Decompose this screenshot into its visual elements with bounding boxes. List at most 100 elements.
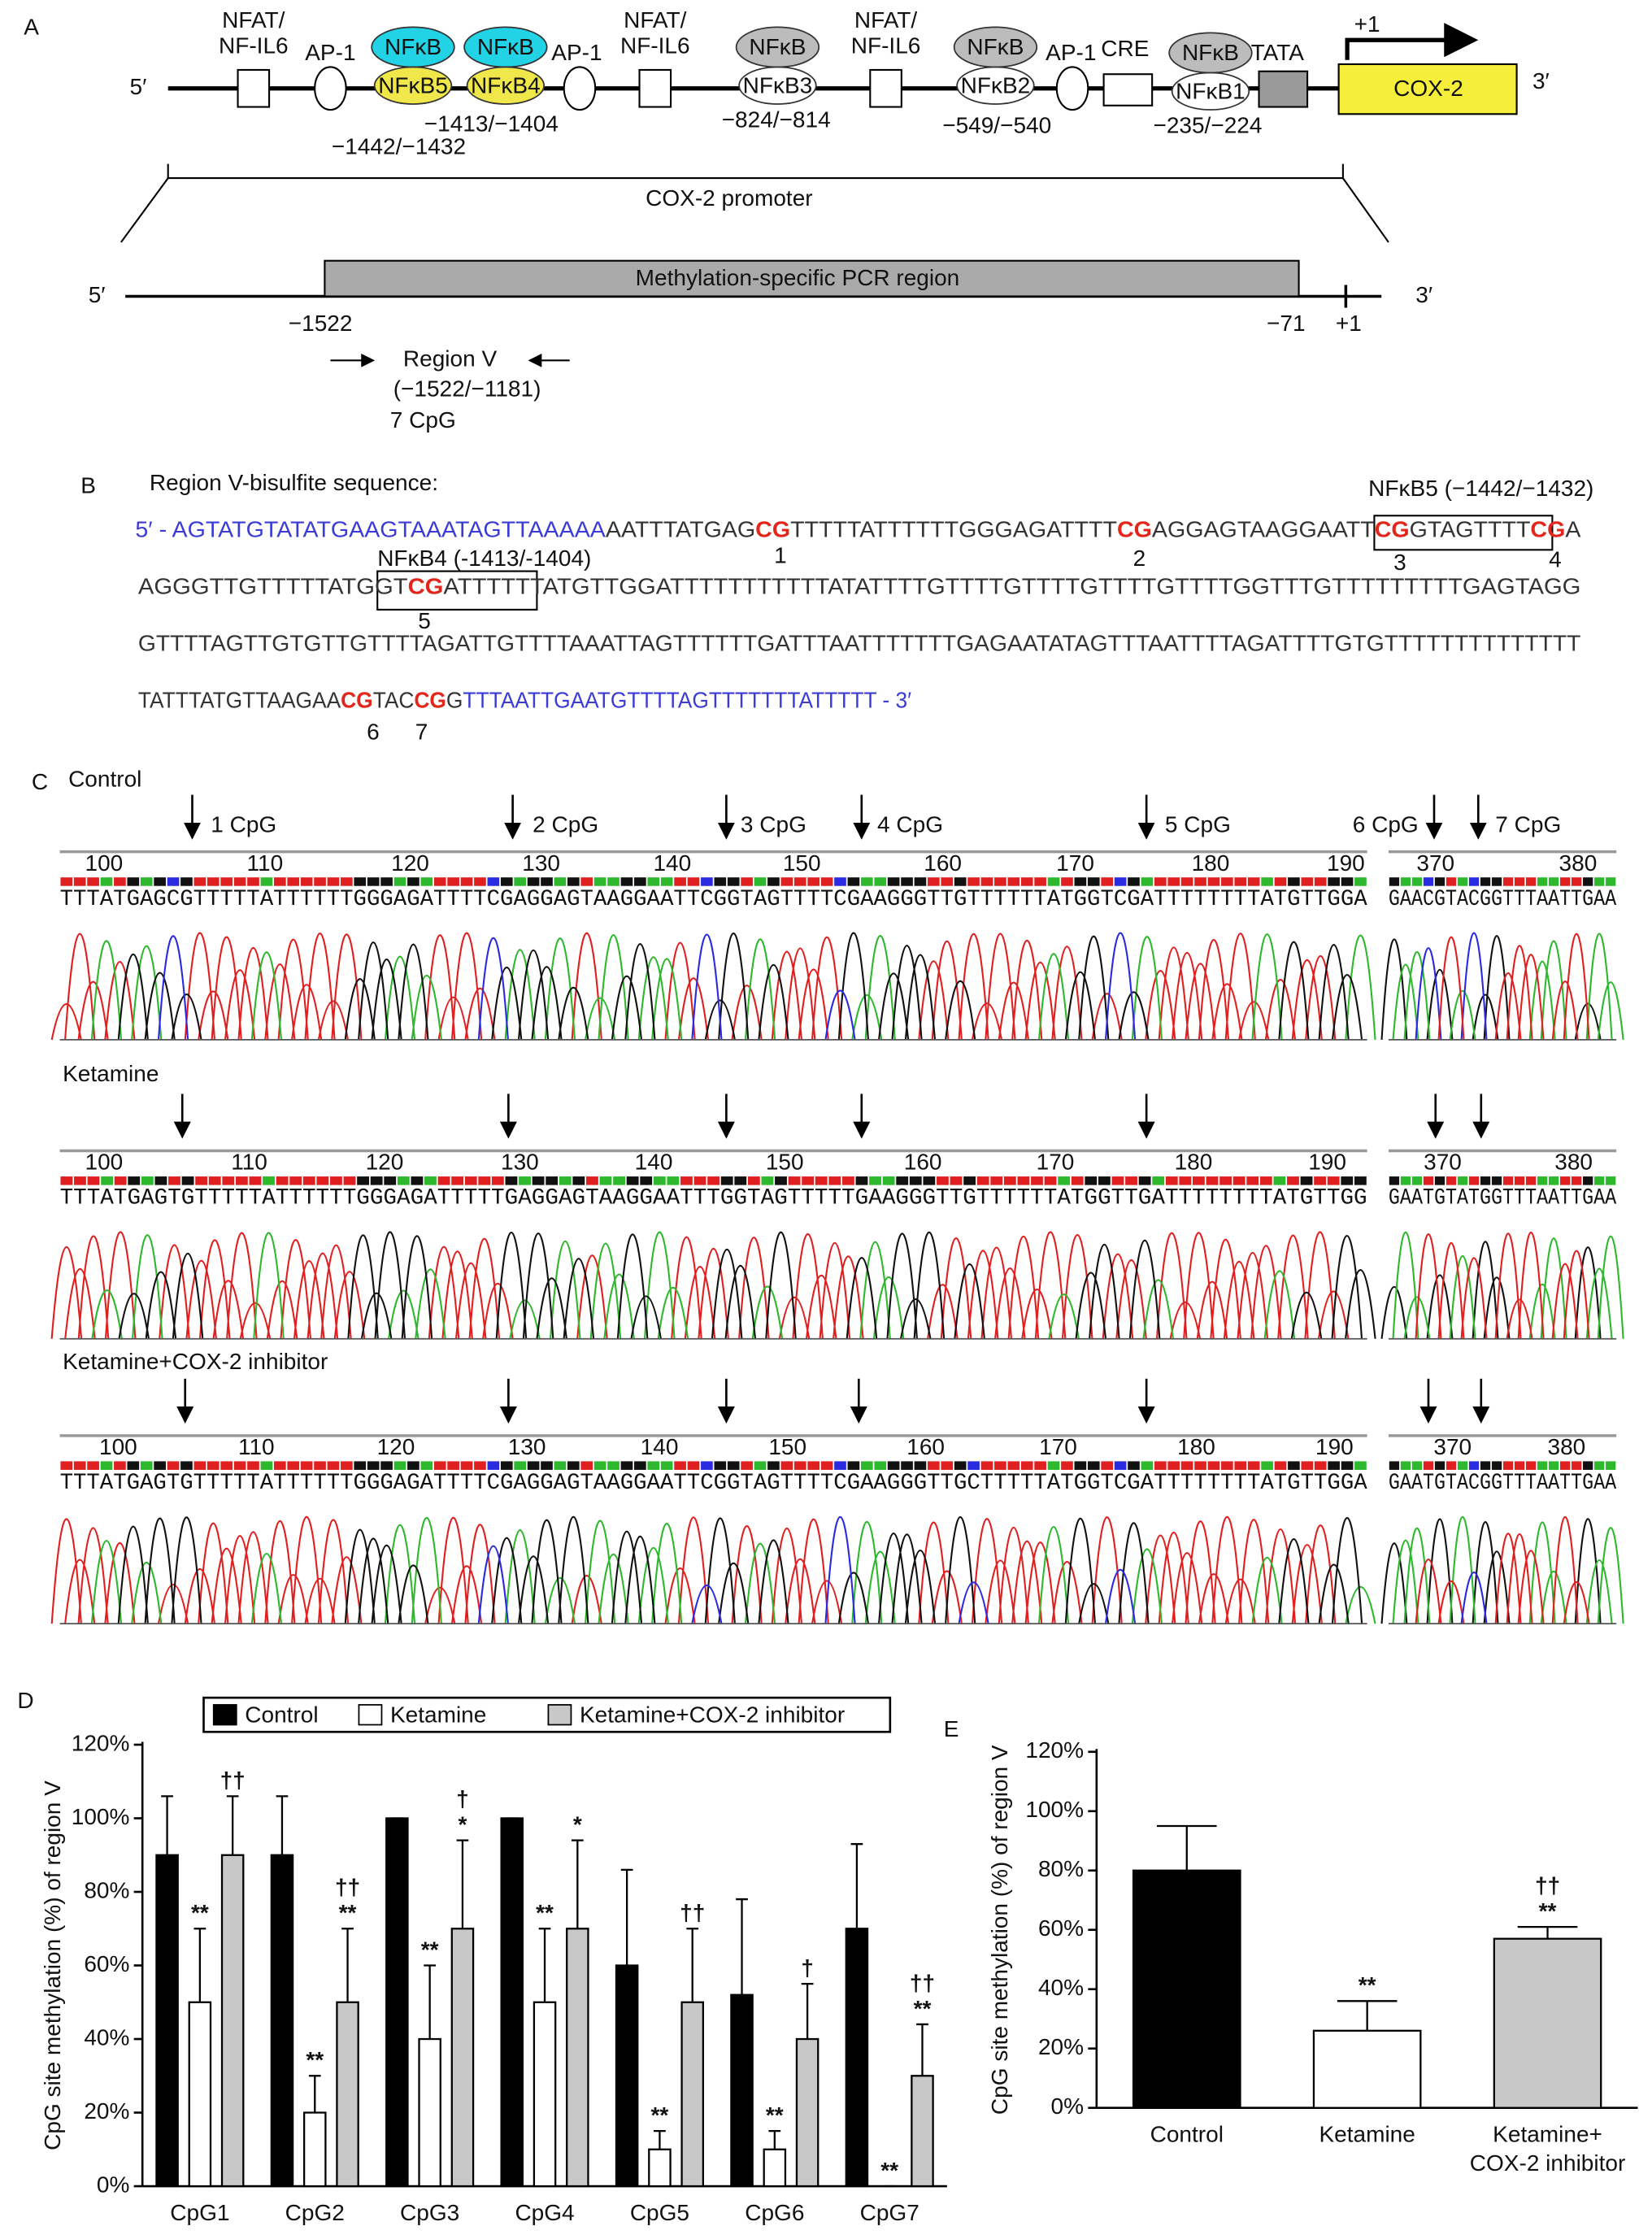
chromatogram-trace <box>1380 1518 1602 1624</box>
base-call <box>950 1176 963 1185</box>
base-call <box>734 1176 747 1185</box>
base-call <box>828 1176 841 1185</box>
base-call <box>87 1176 100 1185</box>
base-call <box>287 1461 300 1470</box>
panel-label: D <box>17 1688 33 1713</box>
base-call <box>1457 877 1468 886</box>
base-call <box>626 1176 639 1185</box>
position-number: 380 <box>1554 1150 1593 1175</box>
site-label: NFAT/ <box>624 7 687 33</box>
x-tick-line: CpG4 <box>515 2200 574 2225</box>
base-call <box>660 1461 673 1470</box>
base-call <box>330 1176 342 1185</box>
y-tick-label: 20% <box>84 2098 129 2124</box>
base-call <box>1514 877 1525 886</box>
x-tick-line: COX-2 inhibitor <box>1470 2150 1626 2176</box>
base-call <box>847 1461 860 1470</box>
base-call <box>1354 877 1367 886</box>
significance-mark: †† <box>335 1875 360 1900</box>
pcr-label: Methylation-specific PCR region <box>636 265 960 290</box>
base-call <box>354 877 367 886</box>
base-call <box>1034 877 1046 886</box>
x-tick-label: CpG7 <box>860 2200 919 2225</box>
base-call <box>208 1176 221 1185</box>
base-call <box>247 1461 259 1470</box>
base-call <box>546 1176 559 1185</box>
base-call <box>478 1176 491 1185</box>
position-number: 120 <box>366 1150 404 1175</box>
chromatogram-trace <box>1392 933 1624 1041</box>
significance-mark: †† <box>910 1970 935 1995</box>
error-bar <box>193 1928 206 2002</box>
base-call <box>1273 1176 1286 1185</box>
base-call <box>1491 877 1502 886</box>
legend-swatch <box>212 1704 237 1726</box>
error-bar <box>308 2075 321 2113</box>
cpg-label: 6 CpG <box>1353 812 1419 837</box>
base-call <box>802 1176 815 1185</box>
base-call <box>1234 877 1247 886</box>
x-tick-label: Ketamine <box>1319 2122 1415 2147</box>
error-bar <box>1517 1925 1578 1939</box>
base-call <box>1341 1176 1354 1185</box>
base-sequence: TTTATGAGTGTTTTTATTTTTTGGGAGATTTTCGAGGAGT… <box>60 1471 1367 1496</box>
sequence-segment: TTTTTATTTTTTGGGAGATTTT <box>790 517 1117 542</box>
base-call <box>1400 1176 1411 1185</box>
base-call <box>1288 877 1300 886</box>
base-call <box>541 877 553 886</box>
base-call <box>1446 1176 1457 1185</box>
bar <box>845 1928 869 2188</box>
position-number: 160 <box>904 1150 942 1175</box>
site-label: NFκB <box>1182 40 1239 65</box>
sequence-segment: TTTAATTGAATGTTTTAGTTTTTTTATTTTT - 3′ <box>463 688 911 713</box>
chromatogram-trace <box>117 1515 1363 1624</box>
base-call <box>1583 877 1593 886</box>
base-call <box>316 1176 329 1185</box>
base-call <box>411 1176 424 1185</box>
site-label: NFκB <box>749 34 806 59</box>
base-call <box>607 877 620 886</box>
base-call <box>487 877 500 886</box>
position-number: 140 <box>635 1150 673 1175</box>
base-call <box>380 1461 393 1470</box>
promoter-label: COX-2 promoter <box>646 185 813 211</box>
base-call <box>1071 1176 1084 1185</box>
cpg-label: 4 CpG <box>877 812 943 837</box>
base-call <box>1328 1461 1340 1470</box>
significance-mark: * <box>573 1812 582 1837</box>
significance-mark: †† <box>220 1767 246 1793</box>
chromatogram-trace <box>50 1515 1337 1624</box>
base-call <box>1300 1176 1313 1185</box>
base-call <box>1087 1461 1100 1470</box>
site-label: NFAT/ <box>222 7 285 33</box>
base-call <box>976 1176 989 1185</box>
base-call <box>1288 1461 1300 1470</box>
bar <box>336 2001 359 2188</box>
base-call <box>437 1176 450 1185</box>
y-tick-label: 120% <box>1025 1737 1084 1763</box>
x-tick-label: CpG3 <box>400 2200 459 2225</box>
y-tick-label: 80% <box>1038 1856 1084 1881</box>
nfkb-site <box>466 66 546 105</box>
x-tick-label: CpG5 <box>630 2200 689 2225</box>
cpg-number: 2 <box>1133 546 1146 571</box>
error-bar <box>226 1795 239 1855</box>
base-sequence: GAATGTACGGTTTAATTGAA <box>1389 1471 1616 1496</box>
position-number: 180 <box>1192 850 1230 876</box>
base-call <box>195 1176 208 1185</box>
base-call <box>1034 1461 1046 1470</box>
base-call <box>181 1176 194 1185</box>
base-call <box>1354 1176 1367 1185</box>
base-call <box>967 877 980 886</box>
base-call <box>559 1176 572 1185</box>
base-call <box>1101 1461 1114 1470</box>
position-number: 130 <box>501 1150 539 1175</box>
nfkb-site <box>373 66 453 105</box>
x-tick-line: Ketamine+ <box>1493 2122 1602 2147</box>
base-call <box>567 877 580 886</box>
base-call <box>273 1461 286 1470</box>
base-call <box>1502 877 1514 886</box>
base-call <box>464 1176 477 1185</box>
bar <box>911 2075 934 2188</box>
base-call <box>233 877 246 886</box>
